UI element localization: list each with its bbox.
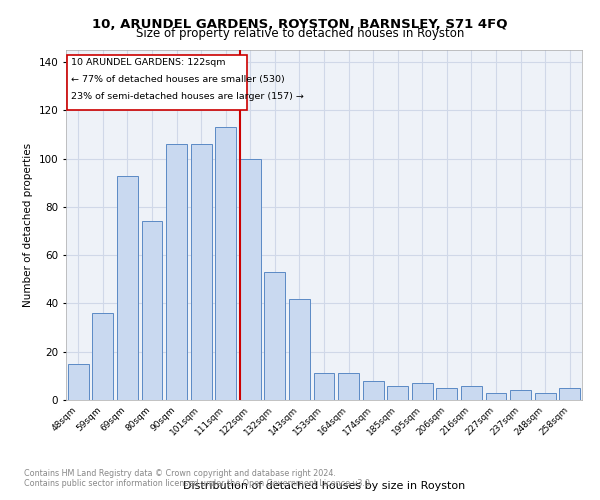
Bar xyxy=(240,158,261,400)
Bar xyxy=(387,386,408,400)
Bar xyxy=(510,390,531,400)
Bar xyxy=(559,388,580,400)
Text: 10, ARUNDEL GARDENS, ROYSTON, BARNSLEY, S71 4FQ: 10, ARUNDEL GARDENS, ROYSTON, BARNSLEY, … xyxy=(92,18,508,30)
Text: ← 77% of detached houses are smaller (530): ← 77% of detached houses are smaller (53… xyxy=(71,76,284,84)
Bar xyxy=(461,386,482,400)
Text: 10 ARUNDEL GARDENS: 122sqm: 10 ARUNDEL GARDENS: 122sqm xyxy=(71,58,226,68)
Bar xyxy=(68,364,89,400)
Bar xyxy=(338,374,359,400)
Text: Contains HM Land Registry data © Crown copyright and database right 2024.: Contains HM Land Registry data © Crown c… xyxy=(24,469,336,478)
Bar xyxy=(191,144,212,400)
Bar xyxy=(67,55,247,110)
Bar xyxy=(362,380,383,400)
X-axis label: Distribution of detached houses by size in Royston: Distribution of detached houses by size … xyxy=(183,482,465,492)
Y-axis label: Number of detached properties: Number of detached properties xyxy=(23,143,33,307)
Bar xyxy=(412,383,433,400)
Bar xyxy=(436,388,457,400)
Bar xyxy=(289,298,310,400)
Text: Contains public sector information licensed under the Open Government Licence v3: Contains public sector information licen… xyxy=(24,478,373,488)
Bar xyxy=(535,393,556,400)
Bar xyxy=(215,127,236,400)
Bar xyxy=(485,393,506,400)
Bar xyxy=(92,313,113,400)
Bar xyxy=(166,144,187,400)
Text: 23% of semi-detached houses are larger (157) →: 23% of semi-detached houses are larger (… xyxy=(71,92,304,101)
Bar xyxy=(142,222,163,400)
Bar xyxy=(265,272,286,400)
Bar xyxy=(314,374,334,400)
Text: Size of property relative to detached houses in Royston: Size of property relative to detached ho… xyxy=(136,28,464,40)
Bar xyxy=(117,176,138,400)
